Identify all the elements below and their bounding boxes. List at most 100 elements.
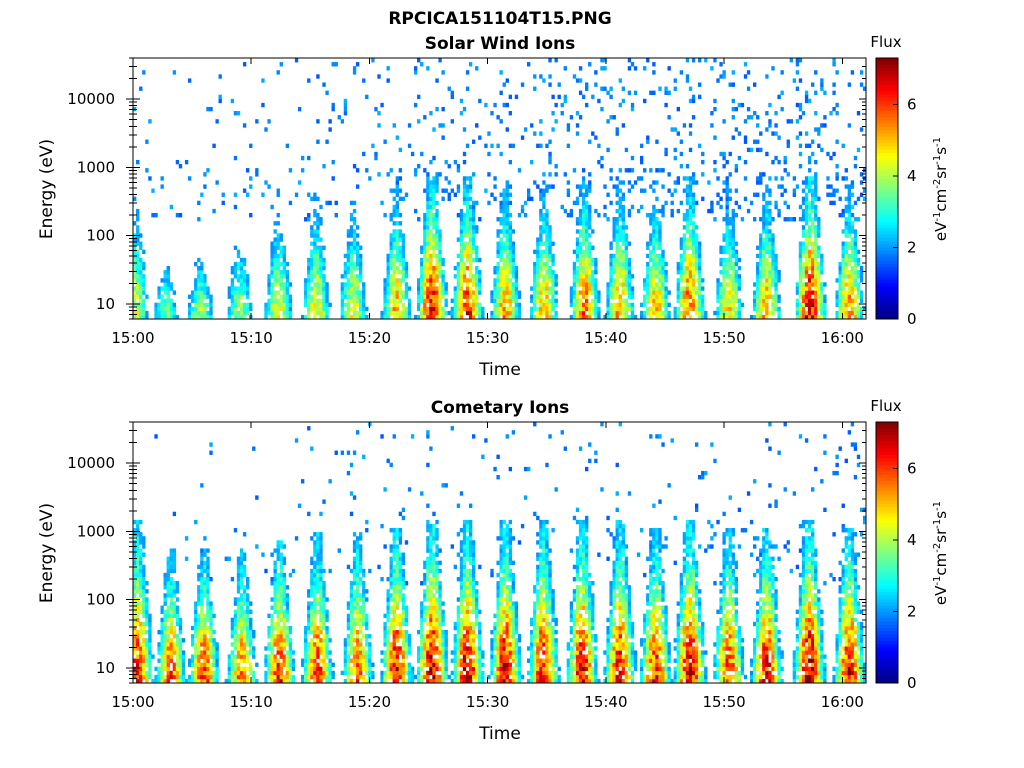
heatmap-cell <box>197 265 201 271</box>
heatmap-cell <box>395 192 400 197</box>
heatmap-cell <box>853 249 858 255</box>
heatmap-cell <box>246 310 250 316</box>
heatmap-cell <box>236 261 241 267</box>
heatmap-cell <box>239 654 244 659</box>
heatmap-cell <box>233 155 238 161</box>
heatmap-cell <box>175 159 180 165</box>
heatmap-cell <box>145 294 149 299</box>
heatmap-cell <box>169 286 173 291</box>
heatmap-cell <box>197 302 201 308</box>
heatmap-cell <box>279 642 283 647</box>
heatmap-cell <box>420 306 424 312</box>
heatmap-cell <box>187 678 192 684</box>
heatmap-cell <box>652 265 656 271</box>
heatmap-cell <box>462 270 467 275</box>
heatmap-cell <box>242 638 247 643</box>
heatmap-cell <box>615 274 619 279</box>
heatmap-cell <box>838 310 842 316</box>
heatmap-cell <box>820 282 824 287</box>
heatmap-cell <box>514 286 519 291</box>
heatmap-cell <box>203 589 207 594</box>
heatmap-cell <box>673 180 677 185</box>
heatmap-cell <box>169 306 173 312</box>
heatmap-cell <box>768 278 772 283</box>
heatmap-cell <box>817 298 821 303</box>
heatmap-cell <box>169 568 173 574</box>
heatmap-cell <box>279 601 283 606</box>
heatmap-cell <box>288 650 293 655</box>
heatmap-cell <box>835 278 839 283</box>
heatmap-cell <box>209 638 213 643</box>
heatmap-cell <box>398 298 403 303</box>
heatmap-cell <box>313 241 317 246</box>
heatmap-cell <box>575 278 580 283</box>
heatmap-cell <box>157 666 161 672</box>
heatmap-cell <box>511 265 516 271</box>
heatmap-cell <box>465 241 470 246</box>
heatmap-cell <box>548 241 552 246</box>
heatmap-cell <box>239 601 244 606</box>
heatmap-cell <box>804 302 809 308</box>
heatmap-cell <box>420 257 424 263</box>
heatmap-cell <box>771 261 775 267</box>
heatmap-cell <box>255 662 259 667</box>
heatmap-cell <box>795 70 800 75</box>
heatmap-cell <box>499 265 503 271</box>
heatmap-cell <box>533 131 537 136</box>
heatmap-cell <box>160 609 164 614</box>
heatmap-cell <box>682 310 687 316</box>
heatmap-cell <box>801 225 806 230</box>
heatmap-cell <box>533 180 537 185</box>
heatmap-cell <box>264 310 268 316</box>
heatmap-cell <box>630 274 635 279</box>
heatmap-cell <box>649 217 653 222</box>
heatmap-cell <box>591 270 595 275</box>
heatmap-cell <box>267 290 271 295</box>
heatmap-cell <box>649 310 653 316</box>
heatmap-cell <box>154 678 158 684</box>
heatmap-cell <box>441 314 445 320</box>
heatmap-cell <box>432 290 436 295</box>
heatmap-cell <box>502 200 506 206</box>
heatmap-cell <box>288 294 293 299</box>
heatmap-cell <box>432 204 436 210</box>
heatmap-cell <box>643 314 647 320</box>
heatmap-cell <box>279 306 283 312</box>
heatmap-cell <box>591 257 595 263</box>
heatmap-cell <box>239 593 244 598</box>
heatmap-cell <box>166 278 170 283</box>
heatmap-cell <box>276 678 280 684</box>
heatmap-cell <box>307 274 311 279</box>
heatmap-cell <box>136 609 140 614</box>
heatmap-cell <box>249 650 253 655</box>
heatmap-cell <box>239 274 244 279</box>
heatmap-cell <box>279 625 283 631</box>
heatmap-cell <box>609 270 613 275</box>
heatmap-cell <box>551 306 555 312</box>
heatmap-cell <box>682 294 687 299</box>
heatmap-cell <box>575 200 580 206</box>
heatmap-cell <box>304 278 308 283</box>
heatmap-cell <box>423 168 427 173</box>
heatmap-cell <box>688 245 693 250</box>
colorbar-swatch <box>876 175 898 180</box>
heatmap-cell <box>481 314 485 320</box>
heatmap-cell <box>459 274 464 279</box>
heatmap-cell <box>835 164 839 169</box>
heatmap-cell <box>676 282 680 287</box>
heatmap-cell <box>178 654 183 659</box>
heatmap-cell <box>276 253 280 259</box>
heatmap-cell <box>508 253 513 259</box>
heatmap-cell <box>395 176 400 181</box>
heatmap-cell <box>215 650 219 655</box>
heatmap-cell <box>307 670 311 676</box>
heatmap-cell <box>169 650 173 655</box>
heatmap-cell <box>597 159 601 165</box>
heatmap-cell <box>365 168 369 173</box>
heatmap-cell <box>200 605 204 610</box>
heatmap-cell <box>230 310 235 316</box>
heatmap-cell <box>652 217 656 222</box>
heatmap-cell <box>789 217 793 222</box>
heatmap-cell <box>322 294 326 299</box>
heatmap-cell <box>765 184 769 189</box>
